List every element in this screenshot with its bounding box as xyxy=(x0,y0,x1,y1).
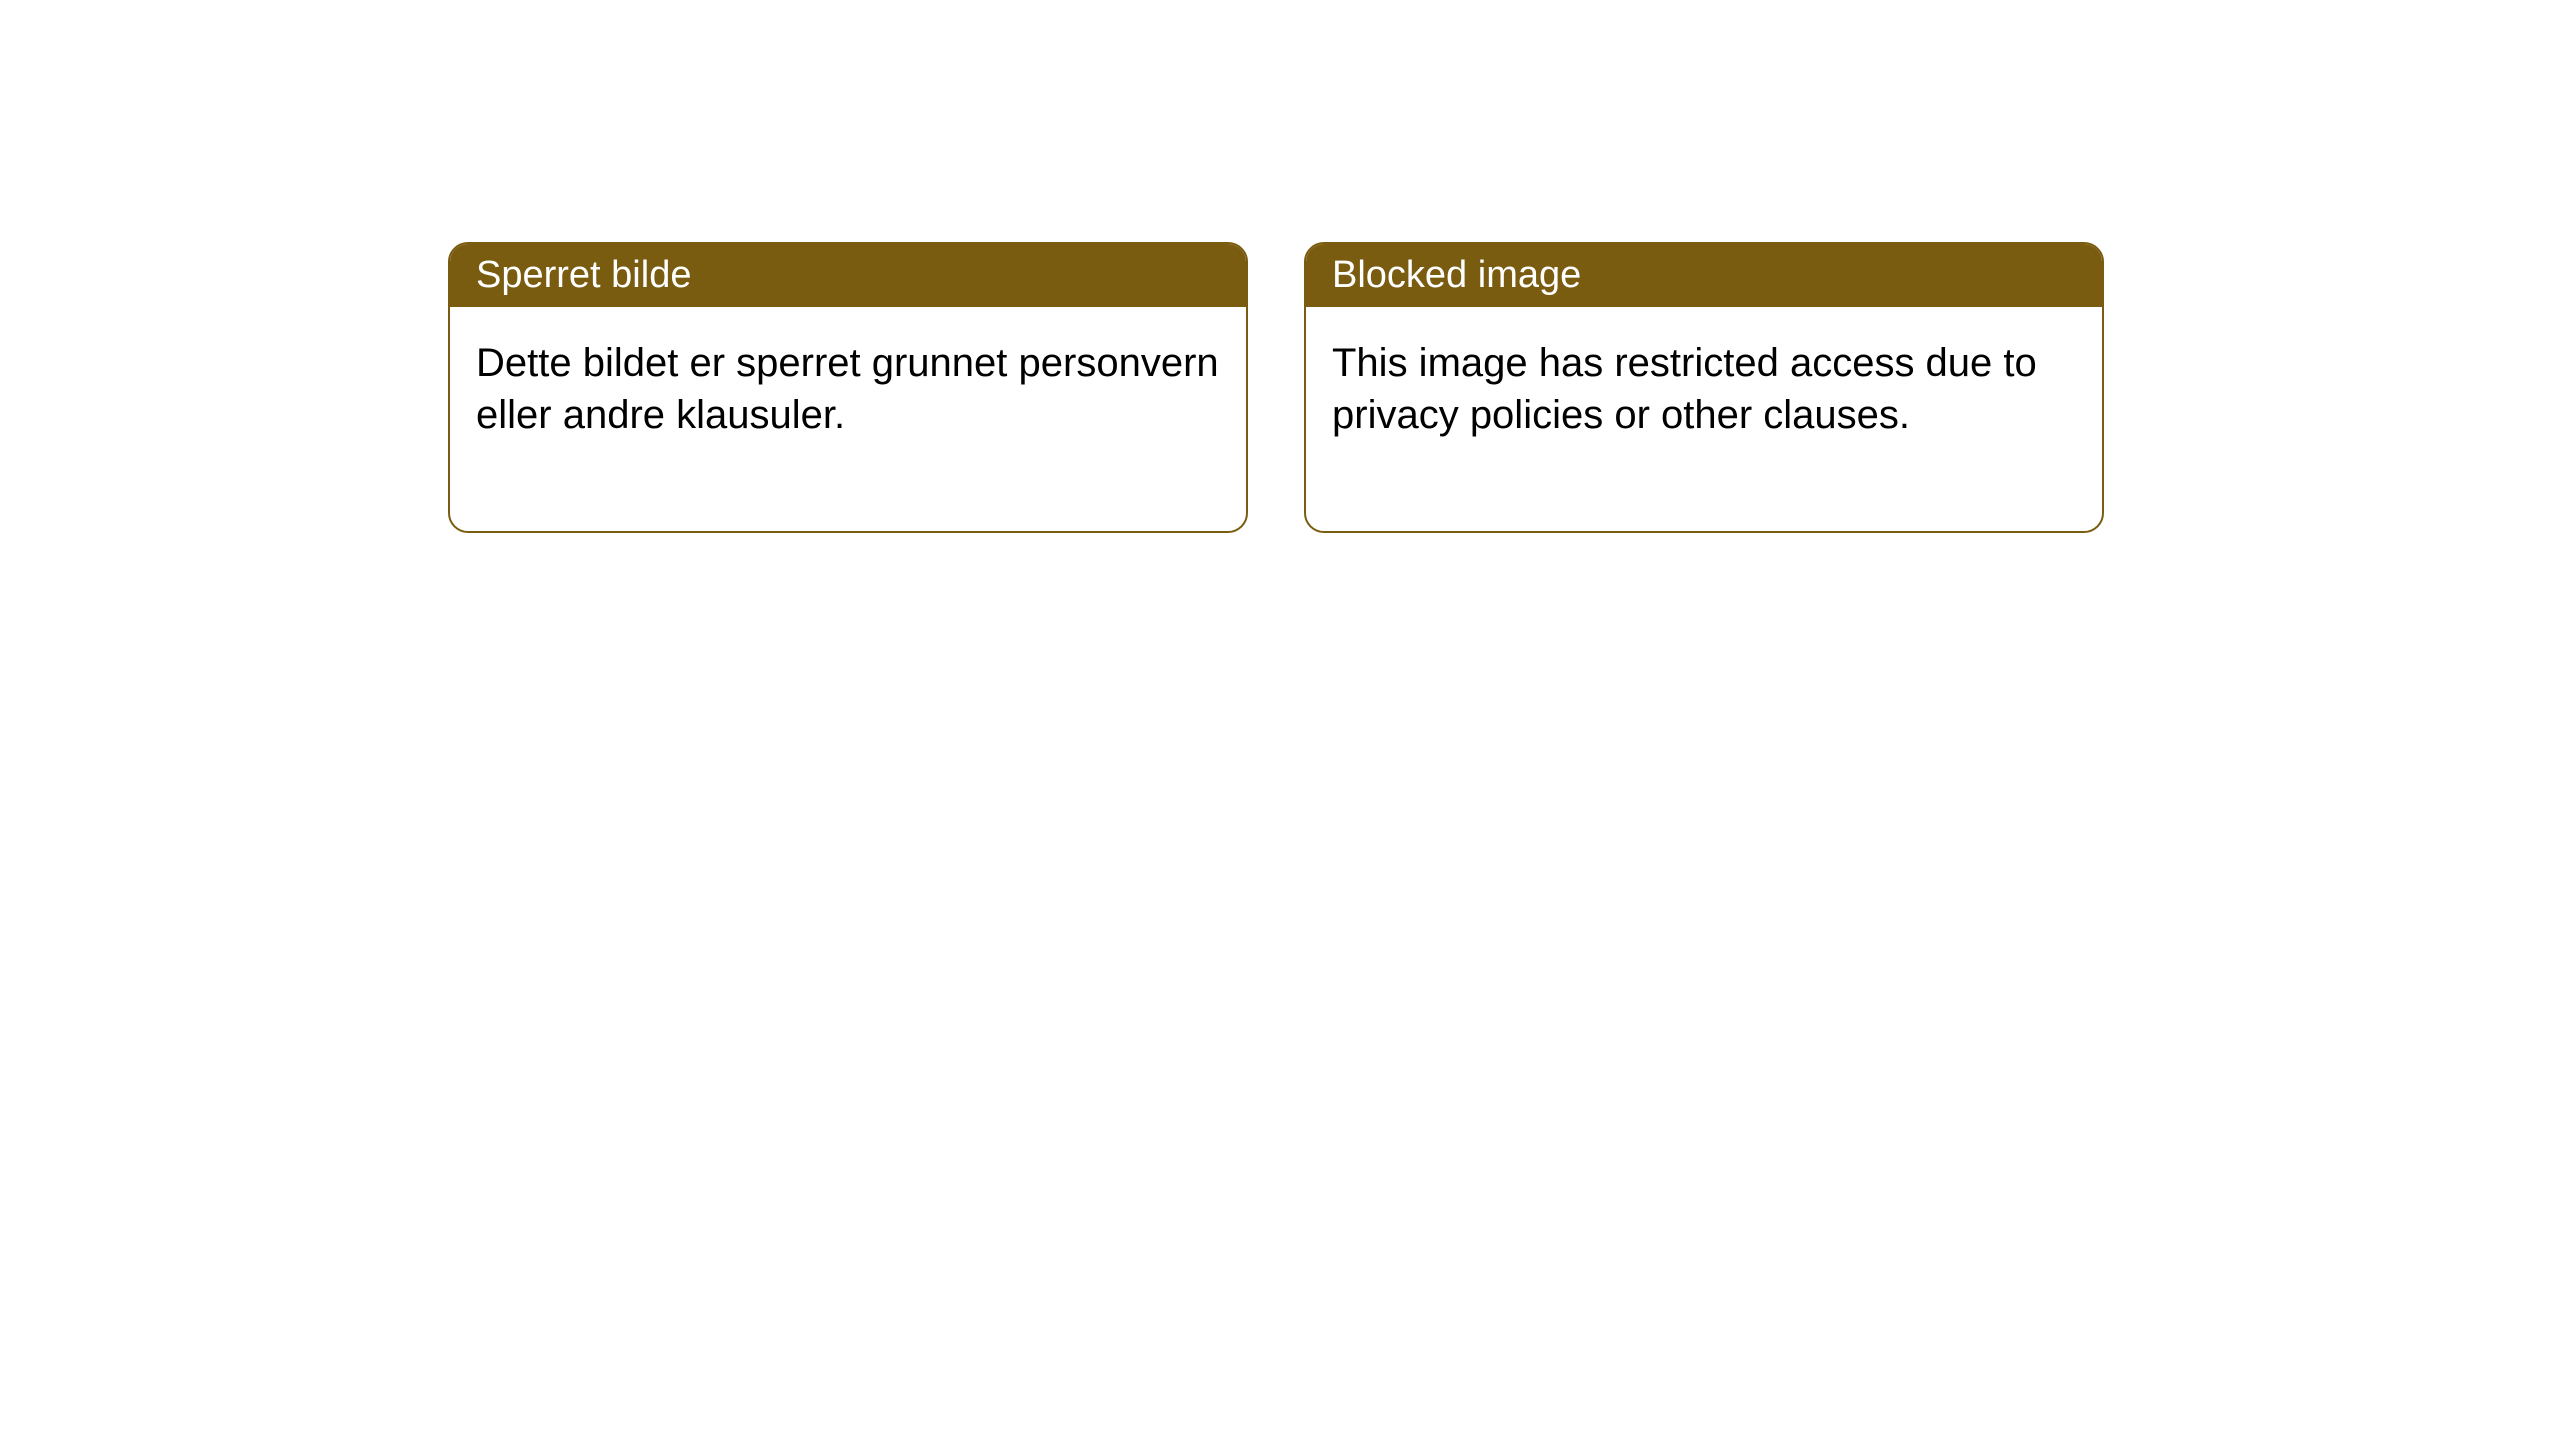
card-body: Dette bildet er sperret grunnet personve… xyxy=(450,307,1246,531)
card-container: Sperret bilde Dette bildet er sperret gr… xyxy=(0,0,2560,533)
card-title: Blocked image xyxy=(1332,254,1581,296)
blocked-image-card-en: Blocked image This image has restricted … xyxy=(1304,242,2104,533)
card-body-text: Dette bildet er sperret grunnet personve… xyxy=(476,341,1219,437)
card-header: Blocked image xyxy=(1306,244,2102,307)
card-body-text: This image has restricted access due to … xyxy=(1332,341,2037,437)
blocked-image-card-no: Sperret bilde Dette bildet er sperret gr… xyxy=(448,242,1248,533)
card-title: Sperret bilde xyxy=(476,254,691,296)
card-body: This image has restricted access due to … xyxy=(1306,307,2102,531)
card-header: Sperret bilde xyxy=(450,244,1246,307)
